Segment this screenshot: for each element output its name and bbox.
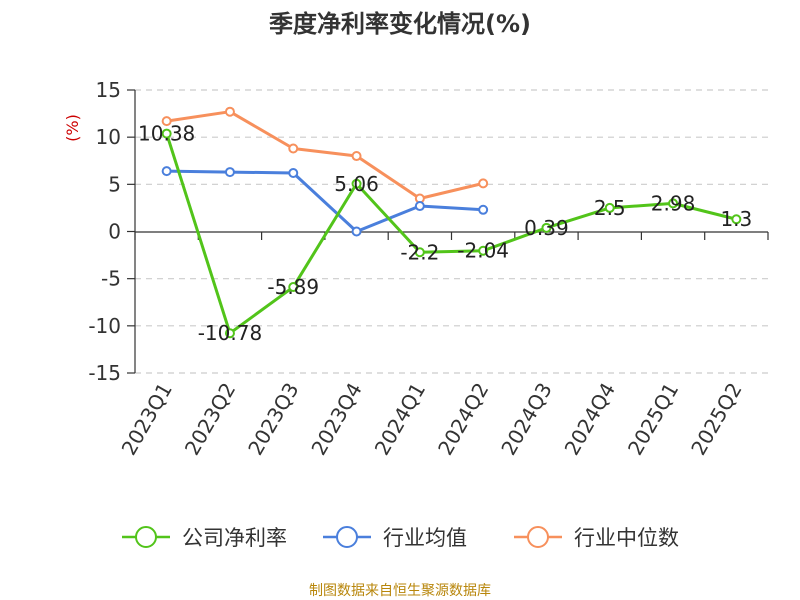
data-point [668, 198, 679, 209]
data-label: 2.5 [594, 196, 626, 220]
data-label: -2.2 [400, 240, 439, 264]
series-line [165, 133, 737, 335]
data-point [731, 214, 742, 225]
x-tick-label: 2024Q2 [433, 379, 493, 460]
legend-marker [336, 526, 358, 548]
y-axis-label: (%) [63, 114, 82, 142]
y-tick-labels: 15 10 5 0 -5 -10 -15 [88, 78, 121, 385]
data-label: 2.98 [651, 191, 696, 215]
data-point [161, 166, 172, 177]
x-tick-label: 2025Q2 [686, 379, 746, 460]
y-tick-label: 5 [108, 172, 121, 196]
data-point [161, 128, 172, 139]
data-point [351, 178, 362, 189]
x-tick-label: 2023Q3 [243, 379, 303, 460]
series-line [166, 169, 484, 233]
data-point [351, 151, 362, 162]
data-point [478, 204, 489, 215]
x-tick-label: 2024Q3 [496, 379, 556, 460]
x-tick-labels: 2023Q1 2023Q2 2023Q3 2023Q4 2024Q1 2024Q2 2024… [117, 379, 747, 460]
data-labels: 10.38 -10.78-5.89 5.06 -2.2 -2.04 0.39 2.5 2.98… [138, 122, 752, 346]
data-point [604, 202, 615, 213]
x-tick-label: 2023Q4 [306, 379, 366, 460]
data-point [351, 226, 362, 237]
legend: 公司净利率 行业均值 行业中位数 [122, 526, 679, 550]
data-label: 1.3 [720, 207, 752, 231]
y-tick-label: 15 [96, 78, 121, 102]
data-point [224, 328, 235, 339]
data-point [161, 116, 172, 127]
source-note: 制图数据来自恒生聚源数据库 [309, 583, 491, 599]
x-tick-label: 2023Q2 [180, 379, 240, 460]
series-line [166, 110, 484, 200]
x-tick-label: 2023Q1 [117, 379, 177, 460]
y-tick-label: -5 [101, 267, 121, 291]
data-point [224, 106, 235, 117]
data-label: -2.04 [457, 239, 509, 263]
legend-label: 行业中位数 [574, 526, 679, 550]
data-label: -10.78 [198, 321, 262, 345]
data-point [288, 282, 299, 293]
data-point [478, 245, 489, 256]
x-tick-label: 2025Q1 [623, 379, 683, 460]
y-tick-label: 0 [108, 220, 121, 244]
data-point [414, 201, 425, 212]
data-label: -5.89 [267, 275, 319, 299]
series-lines [161, 106, 742, 339]
legend-label: 行业均值 [383, 526, 467, 550]
y-tick-label: -15 [88, 361, 121, 385]
data-label: 0.39 [524, 216, 569, 240]
data-point [478, 178, 489, 189]
data-point [541, 222, 552, 233]
legend-marker [135, 526, 157, 548]
data-point [414, 247, 425, 258]
data-point [288, 168, 299, 179]
x-tick-label: 2024Q1 [370, 379, 430, 460]
x-tick-label: 2024Q4 [560, 379, 620, 460]
legend-label: 公司净利率 [182, 526, 287, 550]
data-point [224, 167, 235, 178]
y-tick-label: -10 [88, 314, 121, 338]
data-label: 10.38 [138, 122, 195, 146]
data-label: 5.06 [334, 172, 379, 196]
chart-title: 季度净利率变化情况(%) [269, 10, 531, 38]
y-tick-label: 10 [96, 125, 121, 149]
legend-marker [527, 526, 549, 548]
data-point [288, 143, 299, 154]
